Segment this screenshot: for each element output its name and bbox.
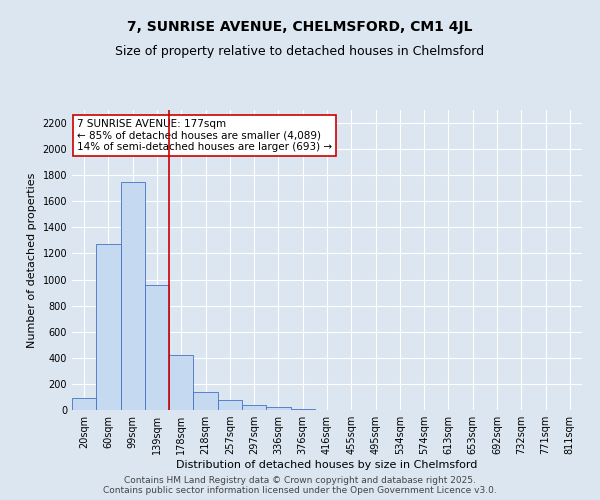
Bar <box>266 408 290 410</box>
Bar <box>193 392 218 410</box>
Bar <box>121 182 145 410</box>
Bar <box>169 355 193 410</box>
Bar <box>72 398 96 410</box>
Text: 7 SUNRISE AVENUE: 177sqm
← 85% of detached houses are smaller (4,089)
14% of sem: 7 SUNRISE AVENUE: 177sqm ← 85% of detach… <box>77 119 332 152</box>
Text: 7, SUNRISE AVENUE, CHELMSFORD, CM1 4JL: 7, SUNRISE AVENUE, CHELMSFORD, CM1 4JL <box>127 20 473 34</box>
Text: Contains HM Land Registry data © Crown copyright and database right 2025.
Contai: Contains HM Land Registry data © Crown c… <box>103 476 497 495</box>
Text: Size of property relative to detached houses in Chelmsford: Size of property relative to detached ho… <box>115 45 485 58</box>
Bar <box>242 405 266 410</box>
Bar <box>145 285 169 410</box>
Y-axis label: Number of detached properties: Number of detached properties <box>27 172 37 348</box>
X-axis label: Distribution of detached houses by size in Chelmsford: Distribution of detached houses by size … <box>176 460 478 470</box>
Bar <box>96 244 121 410</box>
Bar <box>218 400 242 410</box>
